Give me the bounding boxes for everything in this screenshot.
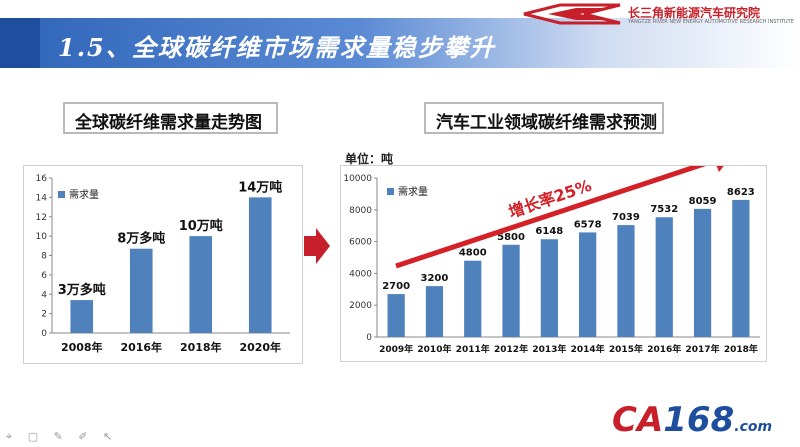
y-tick-label: 12 bbox=[36, 213, 47, 223]
bar bbox=[464, 260, 482, 337]
x-tick-label: 2011年 bbox=[456, 343, 490, 355]
brand-mark-icon bbox=[523, 3, 621, 25]
y-tick-label: 0 bbox=[41, 329, 47, 339]
title-bar: 1.5、全球碳纤维市场需求量稳步攀升 bbox=[0, 18, 800, 68]
x-tick-label: 2016年 bbox=[120, 340, 162, 354]
bar bbox=[579, 232, 597, 337]
data-label: 2700 bbox=[382, 281, 410, 292]
bar bbox=[189, 236, 213, 333]
growth-arrow-line bbox=[395, 157, 717, 269]
data-label: 3200 bbox=[421, 273, 449, 284]
data-label: 8万多吨 bbox=[117, 231, 165, 247]
bar bbox=[129, 248, 153, 333]
right-arrow-icon bbox=[304, 228, 330, 264]
y-tick-label: 16 bbox=[36, 174, 48, 184]
x-tick-label: 2014年 bbox=[571, 343, 605, 355]
left-chart-panel: 0 2 4 6 8 10 12 14 16 2008年 3万多吨 2016年 8万多吨 2018年 10万吨… bbox=[23, 165, 303, 364]
title-strip bbox=[0, 18, 40, 68]
bar bbox=[540, 239, 558, 337]
bar bbox=[70, 300, 94, 333]
bar bbox=[732, 199, 750, 337]
y-tick-label: 0 bbox=[366, 333, 372, 343]
x-tick-label: 2008年 bbox=[61, 340, 103, 354]
x-tick-label: 2017年 bbox=[686, 343, 720, 355]
right-chart-title: 汽车工业领域碳纤维需求预测 bbox=[424, 102, 664, 134]
x-tick-label: 2012年 bbox=[494, 343, 528, 355]
x-tick-label: 2020年 bbox=[239, 340, 281, 354]
y-tick-label: 2000 bbox=[349, 301, 372, 311]
x-tick-label: 2018年 bbox=[724, 343, 758, 355]
y-tick-label: 8 bbox=[41, 252, 47, 262]
x-tick-label: 2018年 bbox=[180, 340, 222, 354]
data-label: 3万多吨 bbox=[58, 282, 106, 298]
y-tick-label: 6000 bbox=[349, 238, 372, 248]
x-tick-label: 2013年 bbox=[532, 343, 566, 355]
data-label: 8623 bbox=[727, 187, 755, 198]
brand-logo: 长三角新能源汽车研究院 YANGTZE RIVER NEW ENERGY AUT… bbox=[520, 2, 800, 25]
data-label: 6148 bbox=[535, 226, 563, 237]
data-label: 14万吨 bbox=[238, 179, 282, 195]
right-bar-chart: 0 2000 4000 6000 8000 10000 2009年 2700 2010年 3200… bbox=[343, 152, 760, 355]
y-tick-label: 6 bbox=[41, 271, 47, 281]
left-chart-title: 全球碳纤维需求量走势图 bbox=[63, 102, 278, 134]
brand-subtitle: YANGTZE RIVER NEW ENERGY AUTOMOTIVE RESE… bbox=[628, 19, 794, 25]
y-tick-label: 10 bbox=[36, 232, 48, 242]
x-tick-label: 2010年 bbox=[417, 343, 451, 355]
watermark-num: 168 bbox=[663, 400, 735, 440]
data-label: 6578 bbox=[574, 219, 602, 230]
growth-arrow-head bbox=[711, 152, 733, 172]
x-tick-label: 2015年 bbox=[609, 343, 643, 355]
page-title: 1.5、全球碳纤维市场需求量稳步攀升 bbox=[58, 33, 496, 62]
data-label: 8059 bbox=[689, 196, 717, 207]
data-label: 7039 bbox=[612, 212, 640, 223]
watermark-ca: CA bbox=[612, 400, 664, 440]
bar bbox=[387, 294, 405, 337]
data-label: 7532 bbox=[650, 204, 678, 215]
legend-swatch bbox=[58, 191, 65, 198]
y-tick-label: 14 bbox=[36, 193, 48, 203]
data-label: 5800 bbox=[497, 232, 525, 243]
left-bar-chart: 0 2 4 6 8 10 12 14 16 2008年 3万多吨 2016年 8万多吨 2018年 10万吨… bbox=[36, 174, 290, 354]
unit-label: 单位：吨 bbox=[345, 152, 394, 166]
y-tick-label: 2 bbox=[41, 310, 47, 320]
legend-swatch bbox=[387, 188, 394, 195]
legend-label: 需求量 bbox=[398, 186, 428, 198]
brand-name: 长三角新能源汽车研究院 bbox=[628, 6, 761, 20]
watermark-suffix: .com bbox=[734, 419, 773, 435]
legend-label: 需求量 bbox=[69, 189, 99, 201]
y-tick-label: 8000 bbox=[349, 206, 372, 216]
slide-tool-icons[interactable]: ⌖ ▢ ✎ ✐ ↖ bbox=[6, 430, 119, 443]
bar bbox=[655, 217, 673, 337]
bar bbox=[425, 286, 444, 337]
bar bbox=[502, 244, 520, 337]
data-label: 10万吨 bbox=[179, 218, 223, 234]
x-tick-label: 2009年 bbox=[379, 343, 413, 355]
y-tick-label: 10000 bbox=[343, 174, 372, 184]
right-chart-panel: 0 2000 4000 6000 8000 10000 2009年 2700 2010年 3200… bbox=[340, 152, 767, 362]
watermark: CA168.com bbox=[612, 400, 772, 440]
slide-toolbar bbox=[0, 428, 800, 447]
bar bbox=[617, 225, 635, 337]
y-tick-label: 4000 bbox=[349, 269, 372, 279]
data-label: 4800 bbox=[459, 248, 487, 259]
bar bbox=[693, 208, 712, 337]
bar bbox=[248, 197, 272, 333]
x-tick-label: 2016年 bbox=[647, 343, 681, 355]
y-tick-label: 4 bbox=[41, 290, 47, 300]
